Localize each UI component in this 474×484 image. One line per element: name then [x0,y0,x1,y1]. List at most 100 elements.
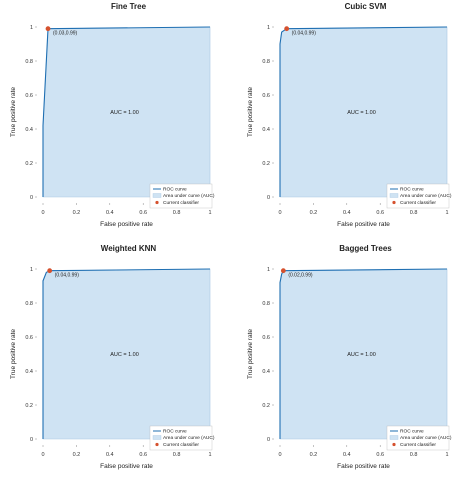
legend-swatch-classifier [392,442,396,447]
current-classifier-label: (0.03,0.99) [53,31,78,37]
roc-curve-line [42,26,211,197]
legend-swatch-auc [152,435,162,440]
x-tick-label: 1 [445,210,448,216]
y-tick-label: 0 [30,437,33,443]
current-classifier-point [280,268,286,274]
legend-entry-roc: ROC curve [400,187,424,193]
x-tick-label: 0.8 [410,452,418,458]
x-axis-label: False positive rate [337,221,390,228]
legend-entry-auc: Area under curve (AUC) [163,193,215,199]
legend-entry-classifier: Current classifier [400,200,436,206]
y-tick-label: 0.4 [262,127,270,133]
x-tick-label: 0.4 [343,452,351,458]
roc-chart-fine-tree: Fine Tree 0 0.2 0.4 0.6 0.8 1 0 0.2 0.4 0.6 0.8 1 Fal… [0,0,237,242]
y-tick-label: 0.2 [262,161,270,167]
x-tick-label: 0.4 [343,210,351,216]
roc-curve-line [279,268,448,439]
roc-plot-svg: Weighted KNN 0 0.2 0.4 0.6 0.8 1 0 0.2 0.4 0.6 0.8 1… [10,244,215,470]
auc-value-label: AUC = 1.00 [347,352,376,358]
x-tick-label: 0.2 [310,210,318,216]
x-axis-label: False positive rate [337,463,390,470]
y-axis-label: True positive rate [247,329,254,379]
x-axis-label: False positive rate [100,221,153,228]
x-axis-label: False positive rate [100,463,153,470]
legend-swatch-classifier [392,200,396,205]
x-tick-label: 0.4 [106,210,114,216]
roc-chart-cubic-svm: Cubic SVM 0 0.2 0.4 0.6 0.8 1 0 0.2 0.4 0.6 0.8 1 Fal… [237,0,474,242]
y-tick-label: 1 [30,25,33,31]
legend-entry-roc: ROC curve [163,429,187,435]
y-tick-label: 0 [267,437,270,443]
legend-entry-classifier: Current classifier [163,442,199,448]
x-tick-label: 0.6 [376,210,384,216]
roc-chart-weighted-knn: Weighted KNN 0 0.2 0.4 0.6 0.8 1 0 0.2 0.4 0.6 0.8 1… [0,242,237,484]
y-axis-label: True positive rate [10,87,17,137]
legend-swatch-classifier [155,200,159,205]
chart-title: Bagged Trees [339,244,392,253]
legend-entry-auc: Area under curve (AUC) [400,193,452,199]
x-tick-label: 0.6 [376,452,384,458]
x-tick-label: 0.2 [73,210,81,216]
roc-plot-svg: Cubic SVM 0 0.2 0.4 0.6 0.8 1 0 0.2 0.4 0.6 0.8 1 Fal… [247,2,452,228]
roc-chart-bagged-trees: Bagged Trees 0 0.2 0.4 0.6 0.8 1 0 0.2 0.4 0.6 0.8 1… [237,242,474,484]
x-tick-label: 0.6 [139,210,147,216]
auc-value-label: AUC = 1.00 [110,352,139,358]
y-tick-label: 0.6 [25,93,33,99]
auc-value-label: AUC = 1.00 [347,110,376,116]
chart-title: Fine Tree [111,2,147,11]
roc-curve-line [279,26,448,197]
y-tick-label: 1 [267,267,270,273]
y-tick-label: 1 [30,267,33,273]
current-classifier-point [47,268,53,274]
x-tick-label: 0 [41,210,44,216]
y-tick-label: 0.8 [262,59,270,65]
roc-plot-svg: Bagged Trees 0 0.2 0.4 0.6 0.8 1 0 0.2 0.4 0.6 0.8 1… [247,244,452,470]
y-tick-label: 0.8 [25,301,33,307]
legend-entry-auc: Area under curve (AUC) [400,435,452,441]
y-tick-label: 0.2 [25,403,33,409]
y-tick-label: 0.8 [262,301,270,307]
chart-title: Weighted KNN [101,244,157,253]
x-tick-label: 0 [278,452,281,458]
x-tick-label: 0.2 [310,452,318,458]
y-tick-label: 0.2 [25,161,33,167]
current-classifier-label: (0.02,0.99) [288,273,313,279]
x-tick-label: 1 [208,452,211,458]
x-tick-label: 0.2 [73,452,81,458]
x-tick-label: 0.4 [106,452,114,458]
current-classifier-point [45,26,51,32]
x-tick-label: 0.6 [139,452,147,458]
y-tick-label: 0.6 [25,335,33,341]
legend-entry-auc: Area under curve (AUC) [163,435,215,441]
y-tick-label: 0 [267,195,270,201]
x-tick-label: 0.8 [173,210,181,216]
x-tick-label: 1 [208,210,211,216]
y-tick-label: 0.4 [25,127,33,133]
y-tick-label: 0.8 [25,59,33,65]
current-classifier-label: (0.04,0.99) [55,273,80,279]
roc-curve-line [42,268,211,439]
y-tick-label: 0 [30,195,33,201]
y-axis-label: True positive rate [247,87,254,137]
legend-swatch-auc [152,193,162,198]
y-tick-label: 0.4 [25,369,33,375]
legend-entry-roc: ROC curve [400,429,424,435]
current-classifier-label: (0.04,0.99) [292,31,317,37]
y-tick-label: 0.6 [262,93,270,99]
x-tick-label: 0 [41,452,44,458]
legend-swatch-auc [389,435,399,440]
y-tick-label: 0.4 [262,369,270,375]
legend-swatch-classifier [155,442,159,447]
legend-entry-classifier: Current classifier [163,200,199,206]
y-tick-label: 0.6 [262,335,270,341]
auc-value-label: AUC = 1.00 [110,110,139,116]
legend-swatch-auc [389,193,399,198]
y-tick-label: 1 [267,25,270,31]
legend-entry-classifier: Current classifier [400,442,436,448]
x-tick-label: 0.8 [410,210,418,216]
y-tick-label: 0.2 [262,403,270,409]
current-classifier-point [284,26,290,32]
y-axis-label: True positive rate [10,329,17,379]
x-tick-label: 0.8 [173,452,181,458]
x-tick-label: 1 [445,452,448,458]
